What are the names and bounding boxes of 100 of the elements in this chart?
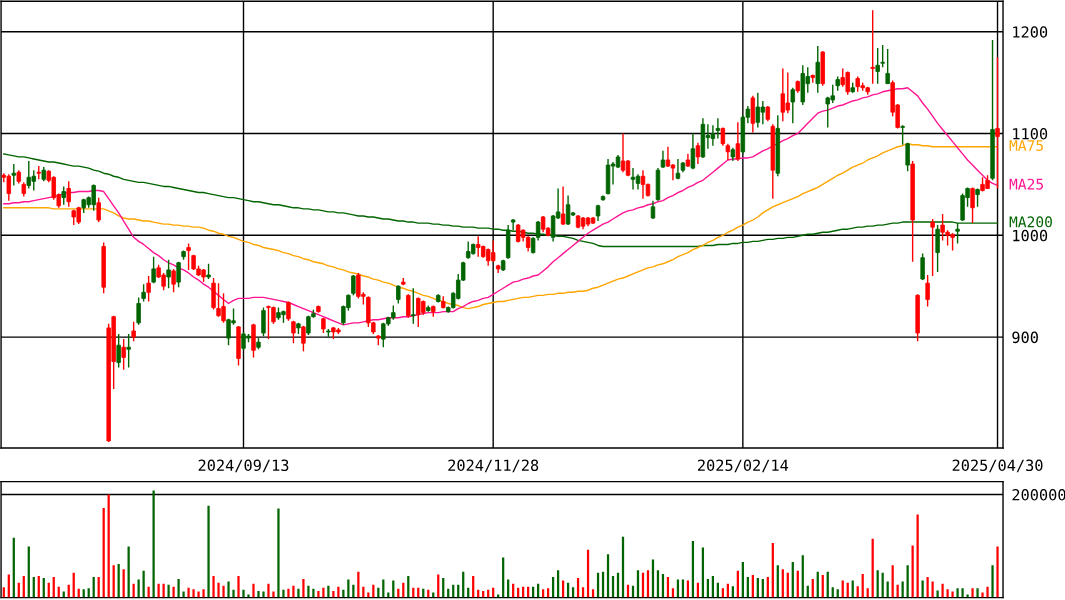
candlestick bbox=[166, 259, 171, 289]
bar bbox=[227, 581, 230, 598]
candlestick bbox=[695, 141, 701, 165]
candlestick bbox=[935, 224, 940, 273]
y-tick-label: 200000 bbox=[1012, 489, 1065, 501]
candlestick bbox=[11, 163, 17, 187]
bar bbox=[302, 579, 305, 598]
bar bbox=[936, 590, 939, 598]
candlestick bbox=[171, 268, 176, 293]
candlestick bbox=[690, 132, 696, 170]
candlestick bbox=[930, 218, 935, 277]
bar bbox=[152, 490, 155, 598]
y-tick-label: 1200 bbox=[1013, 26, 1048, 38]
candlestick bbox=[136, 296, 141, 326]
candlestick bbox=[396, 284, 401, 305]
bar bbox=[257, 590, 260, 598]
bar bbox=[931, 581, 934, 598]
candlestick bbox=[286, 300, 291, 322]
candlestick bbox=[870, 9, 875, 85]
bar bbox=[202, 589, 205, 598]
bar bbox=[182, 591, 185, 598]
bar bbox=[297, 588, 300, 598]
bar bbox=[287, 588, 290, 598]
series-label: MA25 bbox=[1009, 178, 1043, 190]
x-tick-label: 2025/02/14 bbox=[698, 459, 789, 473]
bar bbox=[252, 583, 255, 598]
bar bbox=[307, 585, 310, 598]
bar bbox=[162, 583, 165, 598]
bar bbox=[996, 546, 999, 598]
bar bbox=[212, 575, 215, 598]
candlestick bbox=[880, 44, 885, 69]
bar bbox=[951, 591, 954, 598]
candlestick bbox=[261, 306, 266, 337]
bar bbox=[157, 583, 160, 598]
bar bbox=[242, 589, 245, 598]
bar bbox=[277, 508, 280, 598]
candlestick bbox=[131, 321, 136, 342]
candlestick bbox=[406, 293, 411, 319]
bar bbox=[337, 586, 340, 598]
bar bbox=[921, 580, 924, 598]
candlestick bbox=[780, 67, 786, 122]
candlestick bbox=[925, 274, 930, 308]
bar bbox=[187, 587, 190, 598]
bar bbox=[267, 583, 270, 598]
x-tick-label: 2024/09/13 bbox=[198, 459, 289, 473]
y-tick-label: 1000 bbox=[1013, 229, 1048, 242]
series-label: MA200 bbox=[1009, 216, 1052, 228]
candlestick bbox=[121, 338, 126, 371]
bar bbox=[317, 590, 320, 598]
bar bbox=[961, 588, 964, 598]
y-tick-label: 1100 bbox=[1013, 128, 1048, 140]
bar bbox=[177, 579, 180, 598]
bar bbox=[946, 589, 949, 598]
bar bbox=[167, 584, 170, 598]
bar bbox=[976, 588, 979, 598]
candlestick bbox=[560, 185, 566, 226]
candlestick bbox=[900, 124, 905, 146]
x-tick-label: 2024/11/28 bbox=[448, 459, 539, 473]
candlestick bbox=[66, 180, 71, 208]
candlestick bbox=[301, 325, 306, 353]
candlestick bbox=[640, 169, 646, 200]
bar bbox=[941, 583, 944, 598]
bar bbox=[232, 589, 235, 598]
bar bbox=[986, 586, 989, 598]
candlestick bbox=[6, 173, 12, 202]
bar bbox=[172, 586, 175, 598]
candlestick bbox=[995, 56, 1000, 190]
bar bbox=[192, 589, 195, 598]
candlestick bbox=[411, 287, 416, 325]
candlestick bbox=[620, 132, 626, 173]
bar bbox=[222, 585, 225, 598]
bar bbox=[956, 588, 959, 598]
bar bbox=[322, 587, 325, 598]
bar bbox=[312, 588, 315, 598]
candlestick bbox=[630, 167, 636, 191]
candlestick bbox=[790, 87, 796, 125]
bar bbox=[217, 582, 220, 598]
candlestick bbox=[920, 252, 925, 281]
candlestick bbox=[735, 121, 741, 162]
candlestick bbox=[116, 333, 121, 369]
candlestick bbox=[146, 275, 151, 303]
candlestick bbox=[186, 242, 191, 271]
candlestick bbox=[975, 187, 980, 208]
bar bbox=[991, 565, 994, 598]
candlestick bbox=[176, 261, 181, 288]
candlestick bbox=[670, 163, 676, 182]
bar bbox=[926, 576, 929, 598]
bar bbox=[237, 575, 240, 598]
candlestick bbox=[126, 333, 131, 369]
candlestick bbox=[970, 186, 975, 224]
candlestick bbox=[905, 141, 910, 172]
candlestick bbox=[815, 45, 820, 94]
series-label: MA75 bbox=[1009, 140, 1043, 152]
candlestick bbox=[61, 185, 66, 206]
candlestick bbox=[151, 255, 156, 284]
bar bbox=[981, 592, 984, 598]
bar bbox=[292, 585, 295, 598]
bar bbox=[262, 591, 265, 598]
candlestick bbox=[96, 196, 101, 223]
bar bbox=[332, 590, 335, 598]
